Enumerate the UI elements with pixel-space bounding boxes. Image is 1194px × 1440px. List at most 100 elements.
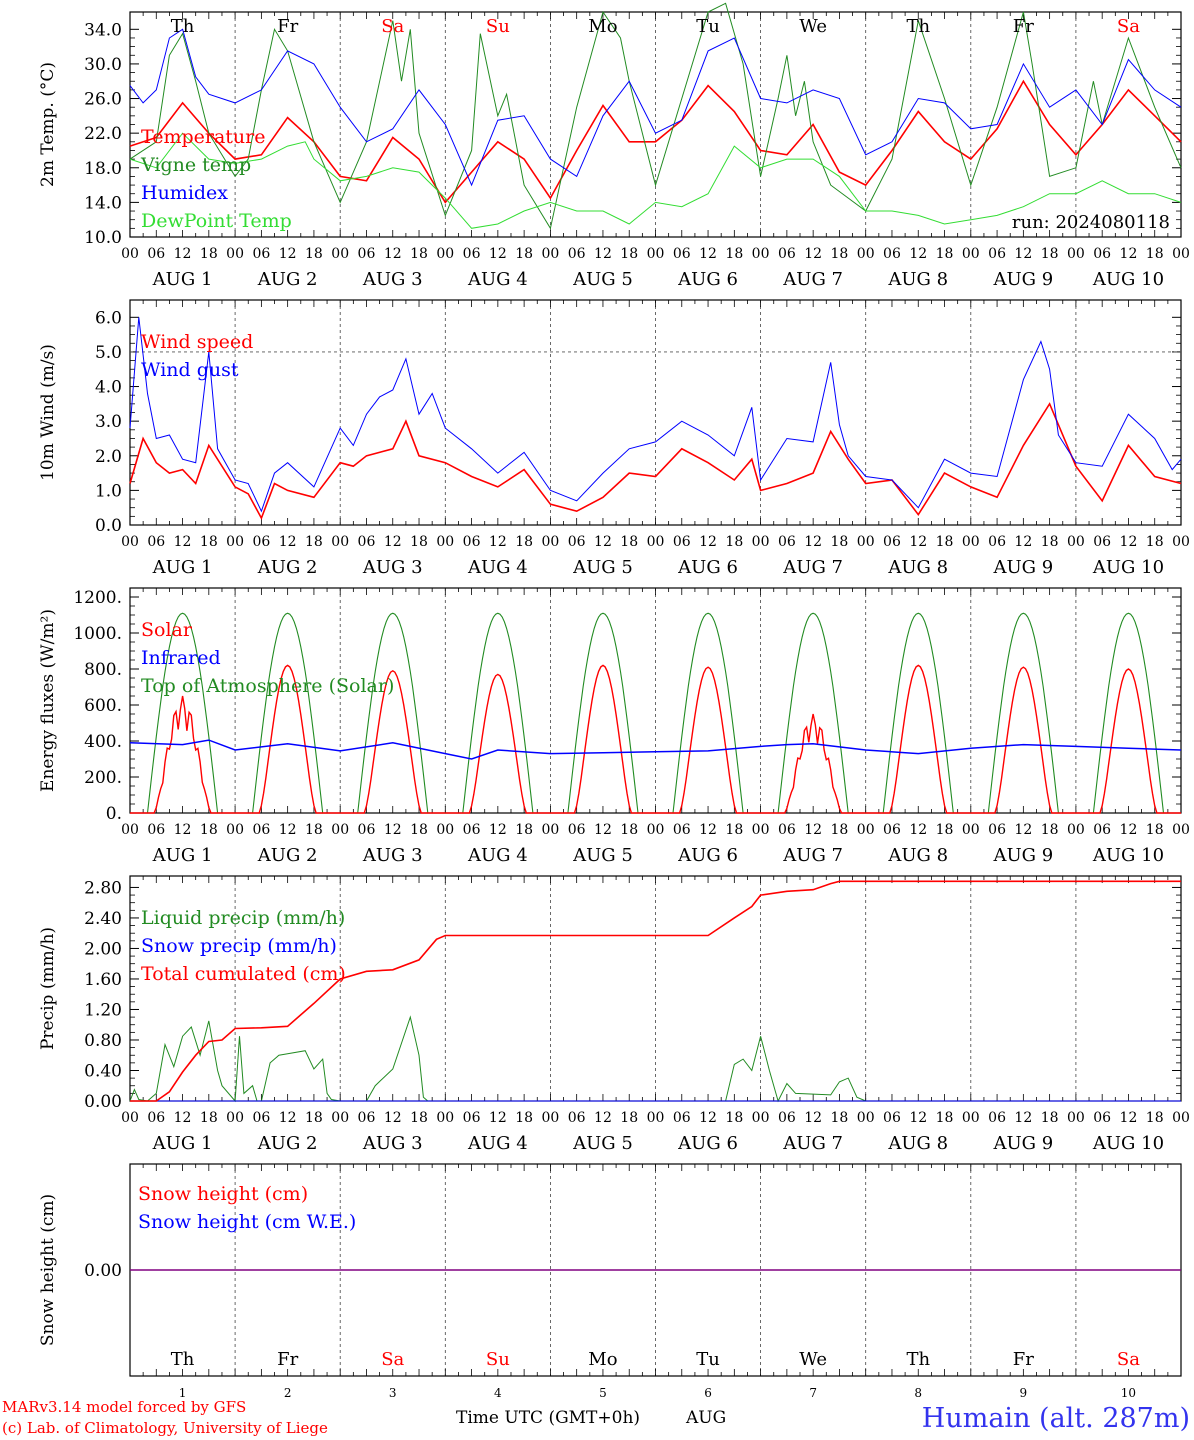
hour-tick-label: 06 (358, 822, 376, 838)
hour-tick-label: 06 (988, 534, 1006, 550)
hour-tick-label: 12 (1120, 534, 1138, 550)
temperature-frame (129, 11, 1182, 238)
day-label: AUG 8 (887, 1133, 948, 1154)
hour-tick-label: 12 (1014, 822, 1032, 838)
hour-tick-label: 06 (147, 534, 165, 550)
hour-tick-label: 12 (279, 246, 297, 262)
y-tick-label: 0.80 (84, 1031, 122, 1051)
hour-tick-label: 18 (620, 534, 638, 550)
temperatureline (129, 79, 1182, 204)
hour-tick-label: 06 (463, 1110, 481, 1126)
day-label: AUG 2 (257, 1133, 318, 1154)
hour-tick-label: 18 (1041, 246, 1059, 262)
y-tick-label: 800. (84, 660, 122, 680)
y-tick-label: 1.60 (84, 970, 122, 990)
legend-entry: Temperature (141, 126, 265, 148)
hour-tick-label: 18 (620, 246, 638, 262)
hour-tick-label: 18 (200, 822, 218, 838)
day-label: AUG 9 (992, 269, 1053, 290)
snow-panel: 0.00 Snow height (cm) Snow height (cm) Snow… (38, 1163, 1182, 1400)
hour-tick-label: 18 (725, 1110, 743, 1126)
day-label: AUG 4 (467, 1133, 528, 1154)
toa-solar-line (445, 612, 551, 814)
hour-tick-label: 06 (463, 822, 481, 838)
hour-tick-label: 12 (804, 246, 822, 262)
hour-tick-label: 06 (988, 822, 1006, 838)
hour-tick-label: 06 (1093, 246, 1111, 262)
temperature-panel: 10.0 14.0 18.0 22.0 26.0 30.0 34.0 2m Temp. (°C… (38, 2, 1190, 290)
hour-tick-label: 18 (410, 246, 428, 262)
y-tick-label: 1.0 (95, 481, 122, 501)
day-label: AUG 2 (257, 845, 318, 866)
legend-entry: Wind gust (141, 359, 239, 381)
hour-tick-label: 18 (936, 246, 954, 262)
hour-tick-label: 12 (489, 246, 507, 262)
legend-entry: Total cumulated (cm) (141, 963, 346, 985)
hour-tick-label: 00 (857, 534, 875, 550)
hour-tick-label: 12 (1120, 1110, 1138, 1126)
wind-speedline (129, 402, 1182, 521)
hour-tick-label: 06 (147, 1110, 165, 1126)
date-number: 8 (914, 1386, 922, 1400)
day-label: AUG 9 (992, 1133, 1053, 1154)
weekday-label: Su (486, 16, 510, 37)
hour-tick-label: 12 (699, 246, 717, 262)
hour-tick-label: 00 (331, 246, 349, 262)
y-tick-label: 2.80 (84, 878, 122, 898)
y-axis-label: 10m Wind (m/s) (38, 344, 58, 481)
hour-tick-label: 18 (305, 1110, 323, 1126)
hour-tick-label: 18 (410, 534, 428, 550)
hour-tick-label: 06 (147, 822, 165, 838)
hour-tick-label: 18 (1146, 822, 1164, 838)
day-label: AUG 4 (467, 845, 528, 866)
hour-tick-label: 18 (831, 534, 849, 550)
day-label: AUG 3 (362, 1133, 423, 1154)
energy-panel: 0. 200. 400. 600. 800. 1000. 1200. Energy fluxe… (38, 587, 1190, 866)
solar-line (550, 664, 656, 814)
date-number: 6 (704, 1386, 712, 1400)
infrared-line (129, 739, 1182, 760)
weekday-label: Sa (381, 1349, 404, 1370)
day-label: AUG 10 (1092, 269, 1164, 290)
hour-tick-label: 12 (1120, 246, 1138, 262)
day-label: AUG 10 (1092, 845, 1164, 866)
hour-tick-label: 06 (988, 1110, 1006, 1126)
hour-tick-label: 18 (1041, 822, 1059, 838)
hour-tick-label: 00 (1067, 534, 1085, 550)
day-label: AUG 5 (572, 1133, 633, 1154)
hour-tick-label: 12 (909, 534, 927, 550)
hour-tick-label: 12 (1014, 1110, 1032, 1126)
hour-tick-label: 06 (463, 534, 481, 550)
date-number: 5 (599, 1386, 607, 1400)
hour-tick-label: 00 (962, 822, 980, 838)
solar-line (340, 669, 446, 814)
hour-tick-label: 00 (541, 246, 559, 262)
legend-entry: Snow precip (mm/h) (141, 935, 337, 957)
day-label: AUG 3 (362, 269, 423, 290)
hour-tick-label: 00 (226, 534, 244, 550)
y-tick-label: 0.00 (84, 1092, 122, 1112)
y-tick-label: 1.20 (84, 1000, 122, 1020)
hour-tick-label: 12 (594, 534, 612, 550)
x-axis-month: AUG (685, 1408, 726, 1428)
hour-tick-label: 12 (699, 822, 717, 838)
hour-tick-label: 06 (673, 246, 691, 262)
y-tick-label: 2.40 (84, 909, 122, 929)
hour-tick-label: 00 (1067, 1110, 1085, 1126)
hour-tick-label: 00 (1067, 822, 1085, 838)
hour-tick-label: 00 (121, 1110, 139, 1126)
hour-tick-label: 18 (515, 246, 533, 262)
day-label: AUG 2 (257, 269, 318, 290)
weekday-label: Fr (1013, 16, 1034, 37)
hour-tick-label: 12 (384, 822, 402, 838)
hour-tick-label: 18 (410, 1110, 428, 1126)
hour-tick-label: 00 (1172, 246, 1190, 262)
hour-tick-label: 00 (752, 1110, 770, 1126)
day-label: AUG 9 (992, 845, 1053, 866)
hour-tick-label: 06 (883, 1110, 901, 1126)
hour-tick-label: 18 (515, 534, 533, 550)
day-label: AUG 6 (677, 845, 738, 866)
y-tick-label: 0.40 (84, 1061, 122, 1081)
day-label: AUG 1 (152, 269, 213, 290)
y-tick-label: 200. (84, 768, 122, 788)
